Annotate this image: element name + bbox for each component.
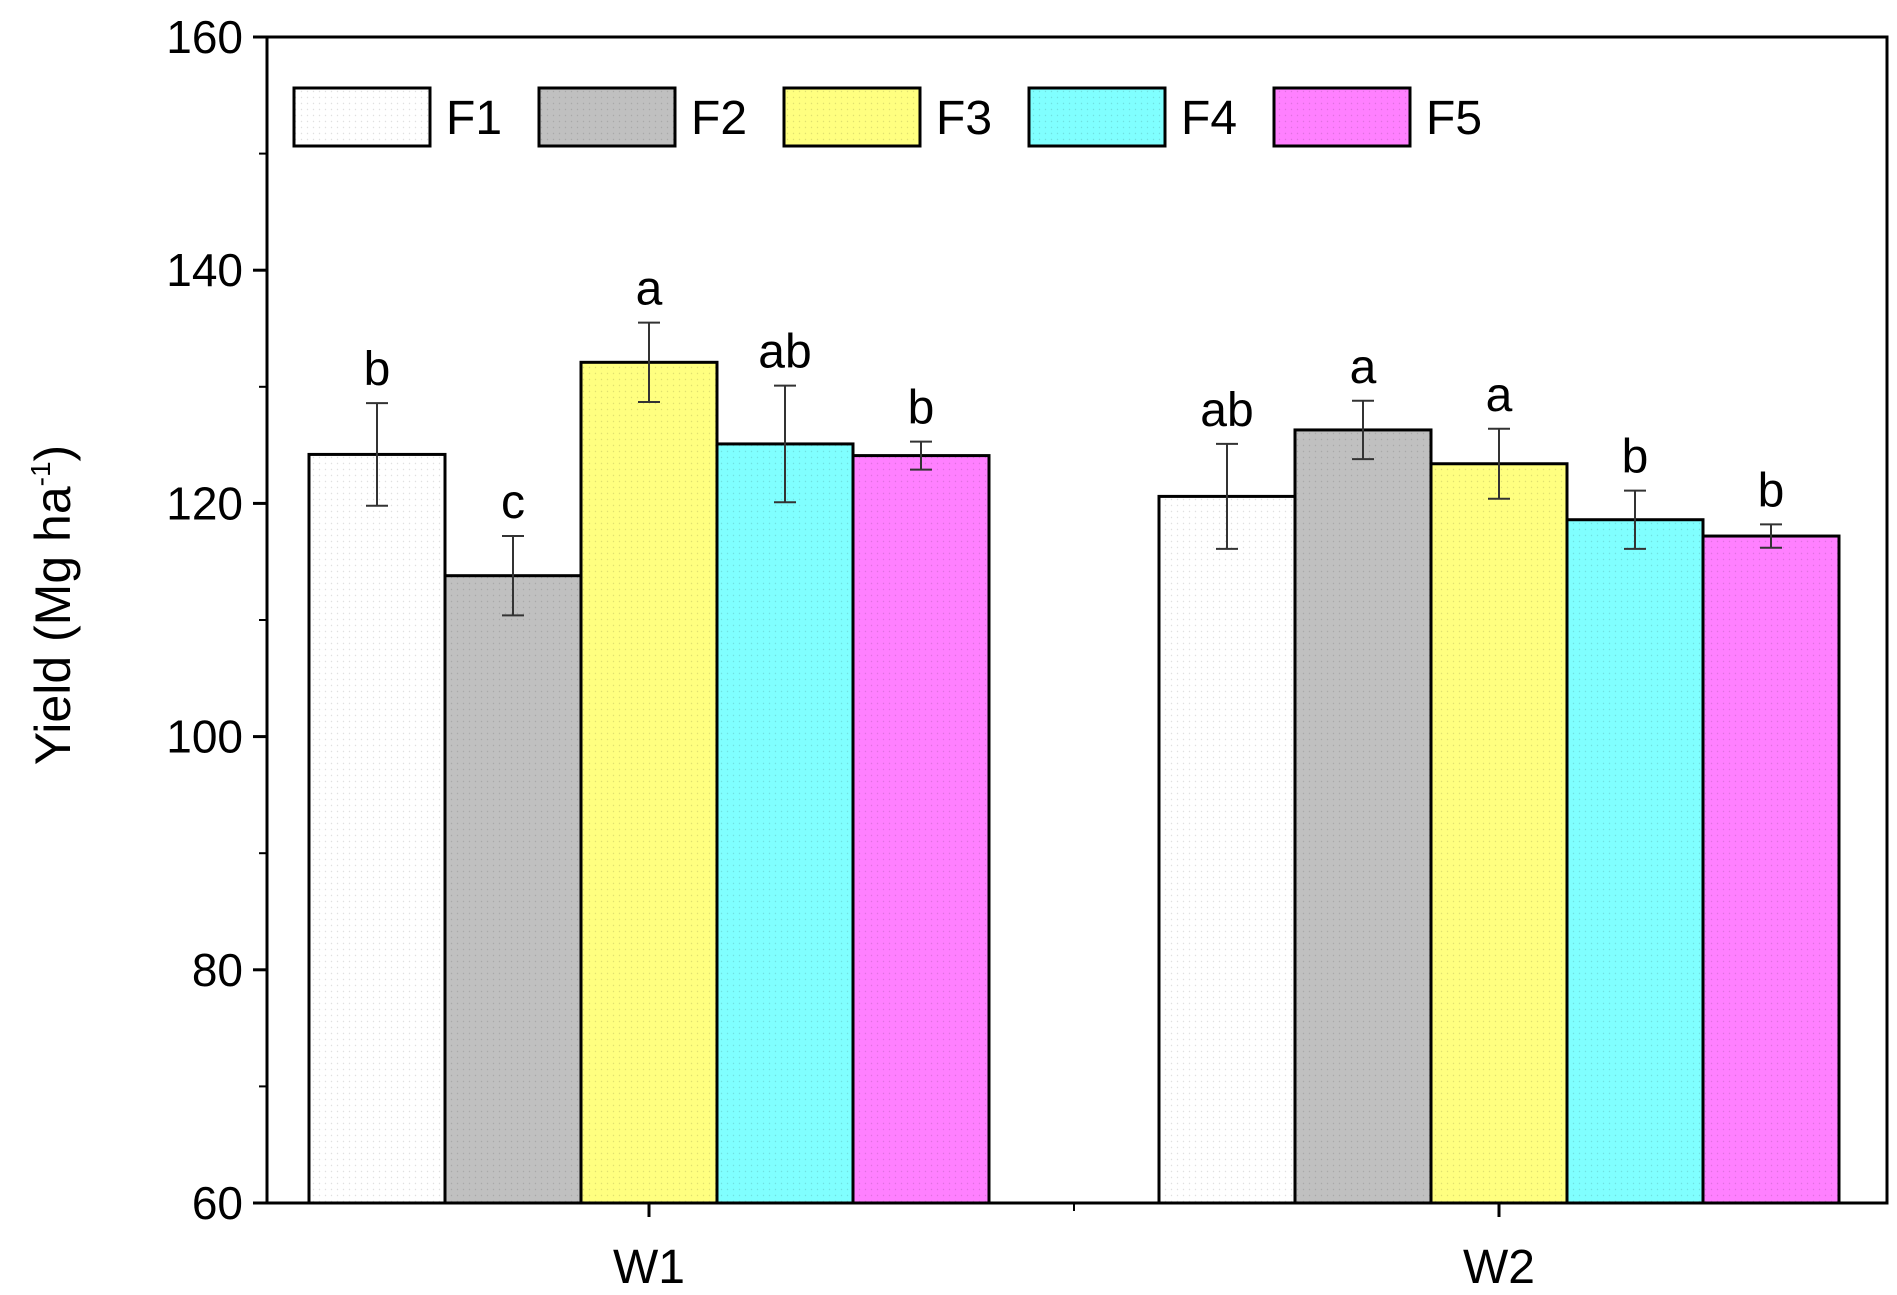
legend-label-f4: F4	[1181, 92, 1237, 145]
legend-label-f1: F1	[446, 92, 502, 145]
legend-label-f3: F3	[936, 92, 992, 145]
legend-swatch-texture	[1029, 88, 1165, 146]
legend-label-f2: F2	[691, 92, 747, 145]
y-tick-label: 100	[166, 711, 243, 763]
bar-texture	[1159, 496, 1295, 1203]
significance-label: a	[1486, 369, 1513, 422]
bar-texture	[1295, 429, 1431, 1203]
y-tick-label: 140	[166, 244, 243, 296]
significance-label: b	[1758, 464, 1785, 517]
y-tick-label: 160	[166, 11, 243, 63]
significance-label: ab	[1200, 384, 1253, 437]
significance-label: ab	[758, 326, 811, 379]
bar-texture	[853, 455, 989, 1203]
significance-label: a	[636, 263, 663, 316]
bar-texture	[445, 575, 581, 1203]
y-tick-label: 80	[192, 944, 243, 996]
y-tick-label: 60	[192, 1177, 243, 1229]
bar-texture	[717, 443, 853, 1204]
x-tick-label-w2: W2	[1463, 1241, 1535, 1294]
bar-texture	[1703, 536, 1839, 1203]
legend-swatch-texture	[1274, 88, 1410, 146]
y-tick-label: 120	[166, 477, 243, 529]
significance-label: a	[1350, 341, 1377, 394]
bar-texture	[1431, 463, 1567, 1204]
legend-swatch-texture	[784, 88, 920, 146]
significance-label: c	[501, 476, 525, 529]
x-tick-label-w1: W1	[613, 1241, 685, 1294]
bar-texture	[309, 454, 445, 1204]
significance-label: b	[1622, 431, 1649, 484]
y-axis-title: Yield (Mg ha-1)	[25, 445, 81, 765]
legend-swatch-texture	[539, 88, 675, 146]
significance-label: b	[364, 343, 391, 396]
legend-label-f5: F5	[1426, 92, 1482, 145]
legend-swatch-texture	[294, 88, 430, 146]
bar-texture	[1567, 519, 1703, 1203]
significance-label: b	[908, 382, 935, 435]
bar-texture	[581, 362, 717, 1204]
